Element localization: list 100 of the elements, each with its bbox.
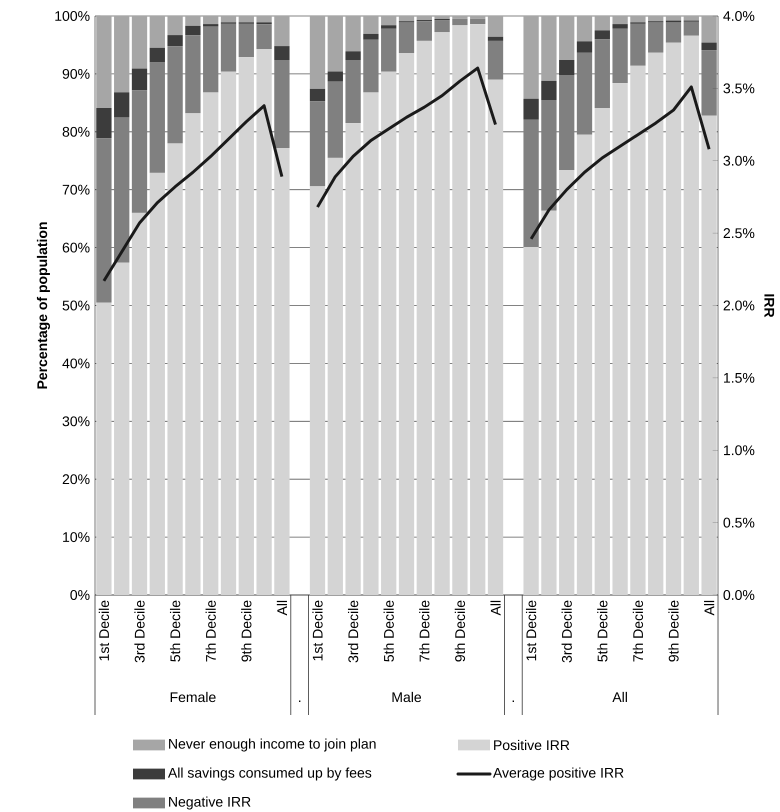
bar (185, 113, 201, 595)
bar (150, 172, 165, 595)
y2-tick-label: 2.0% (724, 300, 754, 310)
bar (381, 72, 396, 595)
bar (150, 16, 165, 48)
bar (114, 117, 130, 263)
bar (666, 16, 682, 21)
bar (416, 16, 432, 20)
bar (594, 30, 610, 40)
bar (398, 22, 414, 54)
x-tick-label: 5th Decile (170, 600, 180, 662)
text: . (512, 700, 514, 702)
bar (612, 24, 628, 29)
bar (114, 92, 130, 118)
bar (488, 80, 504, 595)
bar (132, 68, 148, 90)
legend-label: Negative IRR (169, 796, 251, 810)
bar (523, 98, 539, 120)
y2-tick-label: 3.5% (723, 83, 754, 94)
bar (541, 16, 557, 81)
bar (470, 24, 486, 595)
bar (328, 158, 343, 595)
bar (594, 108, 610, 595)
y-tick-label: 80% (62, 126, 90, 137)
y-tick-label: 0% (70, 590, 90, 600)
bar (416, 21, 432, 41)
bar (363, 92, 379, 595)
bar (594, 39, 610, 108)
bar (203, 16, 218, 24)
bar (470, 18, 486, 24)
bar (630, 16, 646, 22)
bar (398, 53, 414, 595)
bar (167, 143, 183, 595)
bar (96, 16, 112, 108)
y-tick-label: 70% (62, 184, 90, 195)
bar (559, 170, 574, 595)
y2-tick-label: 3.0% (723, 156, 754, 166)
bar (684, 22, 699, 36)
bar (96, 108, 112, 138)
bar (310, 16, 326, 89)
bar (684, 16, 699, 21)
x-tick-label: 9th Decile (454, 600, 466, 662)
bar (398, 16, 414, 22)
y-tick-label: 10% (63, 532, 90, 542)
x-tick-label: 3rd Decile (134, 600, 145, 662)
bar (434, 32, 450, 595)
text: Female (170, 692, 216, 702)
bar (648, 16, 664, 22)
x-tick-label: 9th Decile (668, 600, 679, 662)
bar (434, 20, 450, 32)
x-tick-label: 5th Decile (597, 600, 608, 662)
bar (630, 66, 646, 595)
bar (150, 48, 165, 62)
bar (523, 120, 539, 248)
bar (559, 16, 574, 60)
legend-label: Average positive IRR (492, 767, 624, 781)
bar (612, 28, 628, 84)
legend-label: Positive IRR (494, 740, 570, 750)
bar (541, 210, 557, 595)
y-tick-label: 60% (62, 242, 90, 253)
bar (96, 302, 112, 595)
bar (256, 16, 272, 22)
bar (434, 16, 450, 19)
y-tick-label: 50% (62, 300, 90, 310)
bar (345, 51, 361, 60)
x-tick-label: 5th Decile (384, 600, 394, 662)
x-tick-label: 3rd Decile (562, 600, 572, 662)
bar (701, 42, 717, 50)
y2-tick-label: 2.5% (724, 228, 754, 238)
bar (452, 16, 468, 19)
bar (328, 81, 343, 158)
bar (256, 48, 272, 595)
bar (96, 138, 112, 303)
bar (310, 88, 326, 102)
bar (167, 16, 183, 36)
bar (381, 16, 396, 26)
bar (452, 25, 468, 595)
bar (150, 62, 165, 173)
x-tick-label: 7th Decile (632, 600, 644, 662)
bar (220, 16, 236, 22)
bar (488, 16, 504, 37)
y-tick-label: 90% (62, 68, 90, 79)
bar (576, 16, 592, 42)
bar (630, 24, 646, 66)
bar (132, 16, 148, 69)
bar (203, 92, 218, 595)
text: All (612, 692, 627, 702)
bar (576, 41, 592, 52)
y2-tick-label: 1.5% (724, 372, 754, 383)
x-tick-label: 1st Decile (312, 600, 323, 660)
x-tick-label: 7th Decile (419, 600, 430, 662)
bar (488, 36, 504, 41)
bar (238, 16, 254, 22)
bar (220, 24, 236, 72)
bar (328, 16, 343, 72)
bar (363, 16, 379, 34)
bar (648, 52, 664, 595)
bar (648, 22, 664, 52)
y-axis-title: Percentage of population (36, 222, 50, 389)
bar (238, 24, 254, 58)
